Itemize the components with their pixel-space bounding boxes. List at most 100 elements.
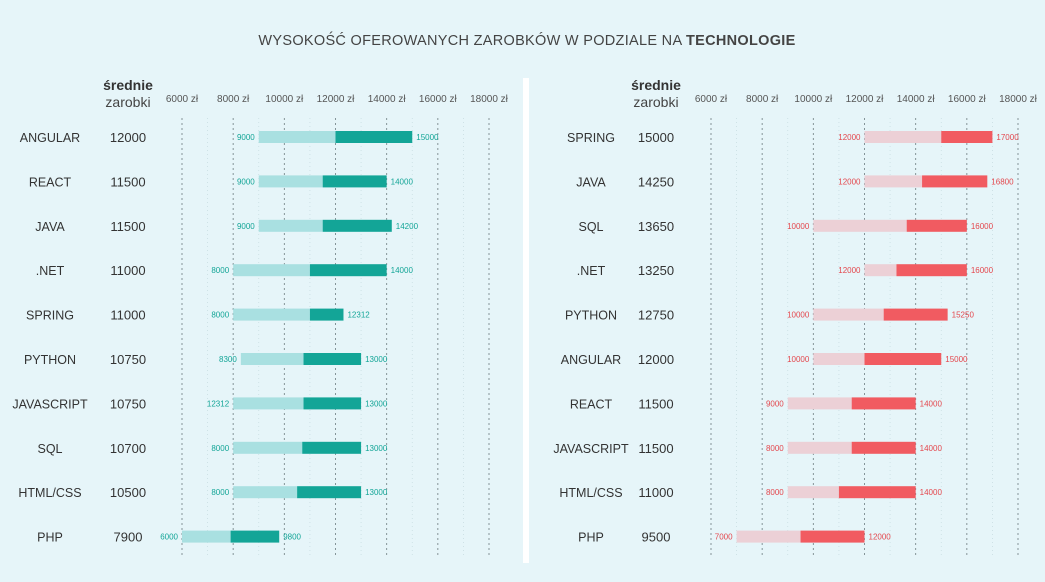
category-label: HTML/CSS xyxy=(559,486,622,500)
x-tick-label: 10000 zł xyxy=(265,94,304,105)
max-value-label: 15000 xyxy=(945,355,968,364)
average-value: 10500 xyxy=(110,485,146,500)
min-value-label: 9000 xyxy=(766,399,784,408)
max-value-label: 17000 xyxy=(996,133,1019,142)
bar-average-to-max xyxy=(297,486,362,499)
min-value-label: 9000 xyxy=(237,177,255,186)
x-tick-label: 14000 zł xyxy=(897,94,936,105)
average-value: 7900 xyxy=(114,530,143,545)
x-tick-label: 16000 zł xyxy=(419,94,458,105)
category-label: JAVA xyxy=(35,220,65,234)
max-value-label: 12312 xyxy=(347,311,370,320)
bar-average-to-max xyxy=(851,441,916,454)
average-value: 11500 xyxy=(110,174,145,189)
average-value: 11500 xyxy=(638,396,673,411)
bar-min-to-average xyxy=(258,175,323,188)
bar-average-to-max xyxy=(800,530,865,543)
bar-min-to-average xyxy=(787,441,852,454)
x-tick-label: 14000 zł xyxy=(368,94,407,105)
x-tick-label: 6000 zł xyxy=(166,94,199,105)
max-value-label: 12000 xyxy=(869,533,892,542)
bar-min-to-average xyxy=(787,397,852,410)
category-label: SPRING xyxy=(26,309,74,323)
bar-average-to-max xyxy=(303,397,362,410)
bar-average-to-max xyxy=(309,264,387,277)
average-value: 15000 xyxy=(638,130,674,145)
bar-average-to-max xyxy=(851,397,916,410)
bar-min-to-average xyxy=(258,131,336,143)
category-label: HTML/CSS xyxy=(18,486,81,500)
bar-min-to-average xyxy=(182,530,231,543)
max-value-label: 13000 xyxy=(365,355,388,364)
max-value-label: 14000 xyxy=(920,444,943,453)
average-value: 11500 xyxy=(110,219,145,234)
chart-title-prefix: WYSOKOŚĆ OFEROWANYCH ZAROBKÓW W PODZIALE… xyxy=(258,31,686,49)
average-value: 13250 xyxy=(638,263,674,278)
category-label: .NET xyxy=(577,264,606,278)
category-label: PHP xyxy=(578,531,604,545)
category-label: PYTHON xyxy=(565,309,617,323)
max-value-label: 14000 xyxy=(391,266,414,275)
average-value: 11000 xyxy=(110,308,145,323)
min-value-label: 12000 xyxy=(838,266,861,275)
bar-min-to-average xyxy=(813,308,884,321)
min-value-label: 12000 xyxy=(838,133,861,142)
bar-min-to-average xyxy=(258,219,323,232)
bar-average-to-max xyxy=(303,353,362,365)
bar-average-to-max xyxy=(864,353,942,365)
bar-min-to-average xyxy=(813,219,907,232)
category-label: .NET xyxy=(36,264,65,278)
category-label: JAVASCRIPT xyxy=(12,397,88,411)
x-tick-label: 16000 zł xyxy=(948,94,987,105)
min-value-label: 6000 xyxy=(160,533,178,542)
category-label: REACT xyxy=(29,175,72,189)
max-value-label: 16000 xyxy=(971,266,994,275)
bar-min-to-average xyxy=(233,486,298,499)
average-value: 10750 xyxy=(110,396,146,411)
min-value-label: 10000 xyxy=(787,355,810,364)
max-value-label: 13000 xyxy=(365,399,388,408)
avg-header-line1: średnie xyxy=(103,77,153,93)
average-value: 11500 xyxy=(638,441,673,456)
average-value: 12000 xyxy=(638,352,674,367)
bar-average-to-max xyxy=(335,131,413,143)
min-value-label: 8300 xyxy=(219,355,237,364)
min-value-label: 8000 xyxy=(211,488,229,497)
x-tick-label: 18000 zł xyxy=(999,94,1038,105)
max-value-label: 14000 xyxy=(391,177,414,186)
bar-average-to-max xyxy=(322,219,392,232)
x-tick-label: 8000 zł xyxy=(746,94,779,105)
x-tick-label: 10000 zł xyxy=(794,94,833,105)
max-value-label: 16800 xyxy=(991,177,1014,186)
max-value-label: 13000 xyxy=(365,488,388,497)
avg-header-line2: zarobki xyxy=(105,94,150,110)
bar-average-to-max xyxy=(883,308,948,321)
min-value-label: 10000 xyxy=(787,222,810,231)
bar-min-to-average xyxy=(813,353,865,365)
bar-min-to-average xyxy=(233,308,310,321)
min-value-label: 12000 xyxy=(838,177,861,186)
x-tick-label: 6000 zł xyxy=(695,94,728,105)
category-label: SQL xyxy=(578,220,603,234)
max-value-label: 16000 xyxy=(971,222,994,231)
max-value-label: 14000 xyxy=(920,488,943,497)
max-value-label: 9800 xyxy=(283,533,301,542)
min-value-label: 10000 xyxy=(787,311,810,320)
bar-average-to-max xyxy=(309,308,344,321)
max-value-label: 15250 xyxy=(952,311,975,320)
avg-header-line2: zarobki xyxy=(633,94,678,110)
x-tick-label: 12000 zł xyxy=(317,94,356,105)
max-value-label: 13000 xyxy=(365,444,388,453)
min-value-label: 7000 xyxy=(715,533,733,542)
avg-header-line1: średnie xyxy=(631,77,681,93)
x-tick-label: 8000 zł xyxy=(217,94,250,105)
min-value-label: 8000 xyxy=(211,266,229,275)
bar-min-to-average xyxy=(864,175,923,188)
category-label: SPRING xyxy=(567,131,615,145)
category-label: REACT xyxy=(570,397,613,411)
bar-average-to-max xyxy=(941,131,993,143)
chart-title-bold: TECHNOLOGIE xyxy=(686,33,796,49)
